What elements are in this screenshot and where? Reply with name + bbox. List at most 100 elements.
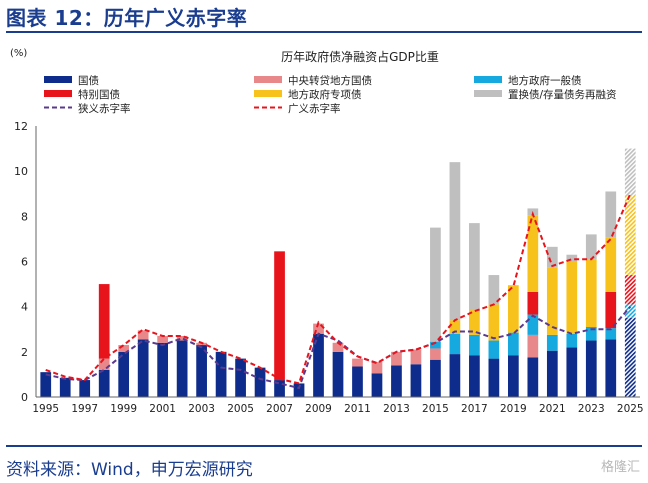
bar-2018-bfbfbf bbox=[488, 275, 500, 305]
x-tick-label: 2005 bbox=[227, 403, 254, 415]
figure-source: 资料来源：Wind，申万宏源研究 bbox=[6, 460, 253, 480]
x-tick-label: 2019 bbox=[500, 403, 527, 415]
x-tick-label: 2013 bbox=[383, 403, 410, 415]
x-tick-label: 2001 bbox=[149, 403, 176, 415]
legend-label: 地方政府专项债 bbox=[288, 88, 362, 101]
bar-2025-e8141c bbox=[624, 275, 636, 305]
bar-1998-e8888a bbox=[98, 358, 110, 370]
bar-2019-f7c21b bbox=[507, 285, 519, 333]
bar-2022-0d2c8c bbox=[566, 347, 578, 397]
bar-2002-e8888a bbox=[176, 336, 188, 341]
bar-2023-bfbfbf bbox=[585, 234, 597, 260]
bar-2017-bfbfbf bbox=[469, 223, 480, 311]
bar-2004-0d2c8c bbox=[215, 351, 227, 397]
y-tick-label: 8 bbox=[21, 210, 28, 223]
y-tick-label: 0 bbox=[21, 391, 28, 404]
bar-2007-0d2c8c bbox=[274, 380, 285, 397]
bar-2021-f7c21b bbox=[546, 267, 558, 335]
x-axis: 1995 1997 1999 2001 2003 2005 2007 2009 2011 2013… bbox=[32, 396, 644, 415]
x-tick-label: 1995 bbox=[32, 403, 59, 415]
x-tick-label: 2021 bbox=[539, 403, 566, 415]
bars bbox=[40, 148, 636, 397]
bar-2003-e8888a bbox=[196, 342, 207, 346]
narrow-deficit-line bbox=[45, 306, 632, 390]
legend-label: 狭义赤字率 bbox=[78, 102, 131, 115]
x-tick-label: 2017 bbox=[461, 403, 488, 415]
broad-deficit-line bbox=[45, 193, 632, 385]
bar-2022-16a9e0 bbox=[566, 333, 578, 348]
bar-2023-16a9e0 bbox=[585, 326, 597, 341]
bar-2001-0d2c8c bbox=[157, 342, 169, 397]
bar-2022-f7c21b bbox=[566, 261, 578, 334]
bar-1998-e8141c bbox=[98, 284, 110, 359]
bar-2015-16a9e0 bbox=[430, 341, 441, 349]
x-tick-label: 2015 bbox=[422, 403, 449, 415]
legend-swatch bbox=[254, 90, 282, 97]
bar-2009-e8888a bbox=[313, 323, 324, 334]
y-tick-label: 2 bbox=[21, 346, 28, 359]
bar-2006-0d2c8c bbox=[254, 367, 266, 397]
bar-2021-0d2c8c bbox=[546, 350, 558, 397]
y-tick-label: 4 bbox=[21, 301, 28, 314]
bar-2022-bfbfbf bbox=[566, 254, 578, 262]
bar-2023-0d2c8c bbox=[585, 340, 597, 397]
x-tick-label: 2023 bbox=[578, 403, 605, 415]
bar-2014-0d2c8c bbox=[410, 364, 422, 397]
bar-2025-16a9e0 bbox=[624, 304, 636, 318]
bar-2016-f7c21b bbox=[449, 320, 461, 334]
bar-2016-bfbfbf bbox=[449, 162, 461, 321]
bar-1996-0d2c8c bbox=[59, 377, 71, 397]
bar-2007-e8141c bbox=[274, 251, 285, 381]
x-tick-label: 1999 bbox=[110, 403, 137, 415]
x-tick-label: 2003 bbox=[188, 403, 215, 415]
bar-2024-0d2c8c bbox=[605, 339, 617, 397]
bar-2018-f7c21b bbox=[488, 304, 500, 341]
bar-2008-0d2c8c bbox=[293, 383, 305, 397]
bar-2013-0d2c8c bbox=[391, 365, 402, 397]
bar-2012-e8888a bbox=[371, 361, 383, 374]
legend-swatch bbox=[44, 76, 72, 83]
bar-2019-0d2c8c bbox=[507, 355, 519, 397]
bar-2025-0d2c8c bbox=[624, 317, 636, 397]
x-tick-label: 2009 bbox=[305, 403, 332, 415]
bar-1997-0d2c8c bbox=[79, 380, 91, 397]
y-axis-unit: (%) bbox=[10, 48, 27, 59]
bar-2015-0d2c8c bbox=[430, 359, 441, 397]
bar-2013-e8888a bbox=[391, 351, 402, 366]
bar-2010-e8888a bbox=[332, 342, 344, 352]
bar-2009-0d2c8c bbox=[313, 333, 324, 397]
bar-2020-0d2c8c bbox=[527, 357, 539, 397]
bar-2020-f7c21b bbox=[527, 215, 539, 292]
x-tick-label: 2011 bbox=[344, 403, 371, 415]
bar-2015-bfbfbf bbox=[430, 227, 441, 342]
legend-swatch bbox=[474, 90, 502, 97]
legend-label: 特别国债 bbox=[78, 88, 120, 101]
watermark: 格隆汇 bbox=[600, 460, 640, 475]
bar-2021-16a9e0 bbox=[546, 334, 558, 351]
bar-2011-e8888a bbox=[352, 358, 363, 367]
bar-2017-0d2c8c bbox=[469, 355, 480, 397]
y-tick-label: 12 bbox=[14, 120, 28, 133]
bar-2025-f7c21b bbox=[624, 196, 636, 276]
bar-1995-0d2c8c bbox=[40, 372, 52, 397]
legend-label: 置换债/存量债务再融资 bbox=[508, 88, 617, 101]
x-tick-label: 2025 bbox=[617, 403, 644, 415]
bar-2011-0d2c8c bbox=[352, 366, 363, 397]
y-tick-label: 6 bbox=[21, 256, 28, 269]
bar-2003-0d2c8c bbox=[196, 345, 207, 397]
bar-2020-16a9e0 bbox=[527, 314, 539, 335]
bar-1999-e8888a bbox=[118, 345, 130, 352]
legend-label: 中央转贷地方国债 bbox=[288, 74, 372, 87]
bar-2020-e8888a bbox=[527, 334, 539, 358]
bar-1999-0d2c8c bbox=[118, 351, 130, 397]
legend-swatch bbox=[254, 76, 282, 83]
chart-title: 历年政府债净融资占GDP比重 bbox=[281, 49, 439, 64]
bar-2018-16a9e0 bbox=[488, 340, 500, 359]
bar-2021-bfbfbf bbox=[546, 246, 558, 268]
legend-label: 国债 bbox=[78, 74, 99, 87]
source-rule bbox=[6, 445, 642, 447]
title-rule bbox=[6, 31, 642, 33]
bar-2025-bfbfbf bbox=[624, 148, 636, 197]
bar-2023-f7c21b bbox=[585, 259, 597, 327]
x-tick-label: 2007 bbox=[266, 403, 293, 415]
